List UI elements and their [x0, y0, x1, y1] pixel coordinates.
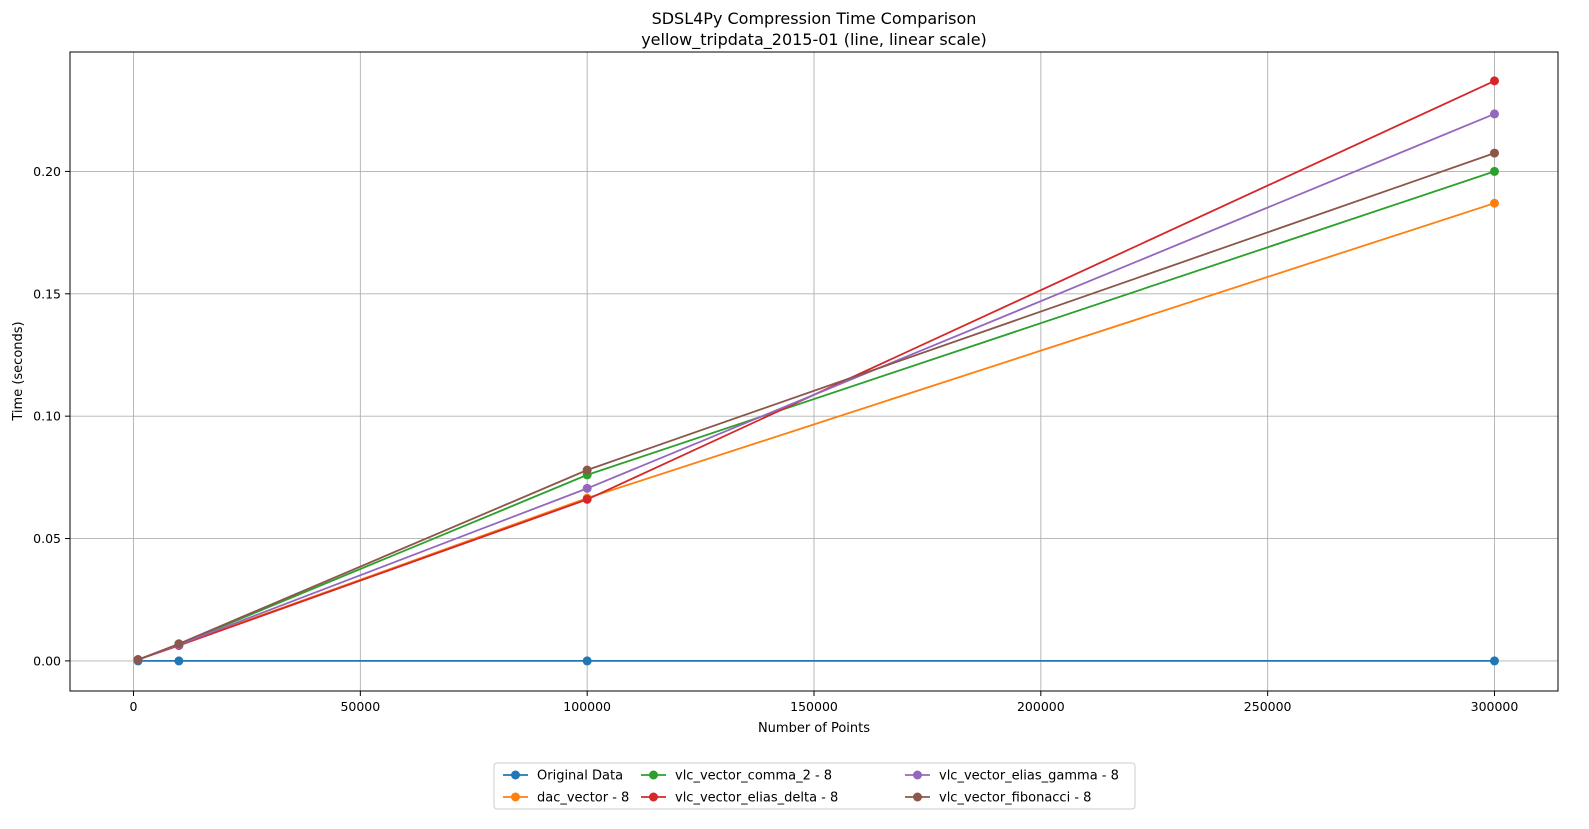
legend-item: vlc_vector_elias_delta - 8: [641, 791, 838, 806]
series-0: [133, 656, 1499, 666]
x-tick-label: 300000: [1471, 699, 1519, 714]
data-point: [582, 656, 592, 666]
data-point: [1489, 198, 1499, 208]
series-5: [133, 148, 1499, 665]
y-axis-ticks: 0.00 0.05 0.10 0.15 0.20: [33, 164, 70, 668]
legend-item: vlc_vector_elias_gamma - 8: [905, 769, 1119, 784]
y-tick-label: 0.20: [33, 164, 61, 179]
x-tick-label: 250000: [1244, 699, 1292, 714]
legend-marker: [649, 792, 658, 802]
legend-label: dac_vector - 8: [537, 791, 629, 806]
chart-subtitle: yellow_tripdata_2015-01 (line, linear sc…: [641, 30, 987, 50]
legend-marker: [511, 792, 520, 802]
x-tick-label: 150000: [790, 699, 838, 714]
data-point: [582, 494, 592, 504]
data-point: [174, 656, 184, 666]
y-axis-label: Time (seconds): [11, 321, 26, 421]
x-tick-label: 200000: [1017, 699, 1065, 714]
legend-item: Original Data: [503, 769, 623, 784]
legend-marker: [649, 770, 658, 780]
y-tick-label: 0.10: [33, 409, 61, 424]
data-point: [1489, 148, 1499, 158]
series-1: [133, 198, 1499, 665]
x-axis-ticks: 0 50000 100000 150000 200000 250000 300000: [130, 691, 1519, 714]
legend-item: vlc_vector_comma_2 - 8: [641, 769, 832, 784]
y-tick-label: 0.15: [33, 286, 61, 301]
legend-marker: [913, 792, 922, 802]
x-tick-label: 0: [130, 699, 138, 714]
data-point: [133, 655, 143, 665]
legend-marker: [913, 770, 922, 780]
legend-label: Original Data: [537, 769, 623, 784]
series-4: [133, 109, 1499, 665]
data-point: [1489, 166, 1499, 176]
legend-label: vlc_vector_elias_gamma - 8: [939, 769, 1119, 784]
legend-marker: [511, 770, 520, 780]
series-line: [137, 80, 1495, 661]
series-2: [133, 166, 1499, 665]
legend-item: dac_vector - 8: [503, 791, 629, 806]
legend-item: vlc_vector_fibonacci - 8: [905, 791, 1091, 806]
legend-label: vlc_vector_fibonacci - 8: [939, 791, 1091, 806]
grid: [70, 52, 1558, 691]
data-point: [582, 483, 592, 493]
data-point: [582, 465, 592, 475]
legend-label: vlc_vector_comma_2 - 8: [675, 769, 832, 784]
series-line: [137, 152, 1495, 661]
data-point: [1489, 76, 1499, 86]
series-line: [137, 113, 1495, 661]
series-line: [137, 202, 1495, 661]
legend: Original Data dac_vector - 8 vlc_vector_co…: [493, 762, 1136, 810]
series-group: [133, 76, 1499, 666]
data-point: [174, 639, 184, 649]
y-tick-label: 0.00: [33, 653, 61, 668]
data-point: [1489, 109, 1499, 119]
x-axis-label: Number of Points: [758, 721, 870, 736]
y-tick-label: 0.05: [33, 531, 61, 546]
legend-label: vlc_vector_elias_delta - 8: [675, 791, 838, 806]
x-tick-label: 100000: [563, 699, 611, 714]
chart-title: SDSL4Py Compression Time Comparison: [652, 9, 977, 28]
x-tick-label: 50000: [340, 699, 380, 714]
data-point: [1489, 656, 1499, 666]
